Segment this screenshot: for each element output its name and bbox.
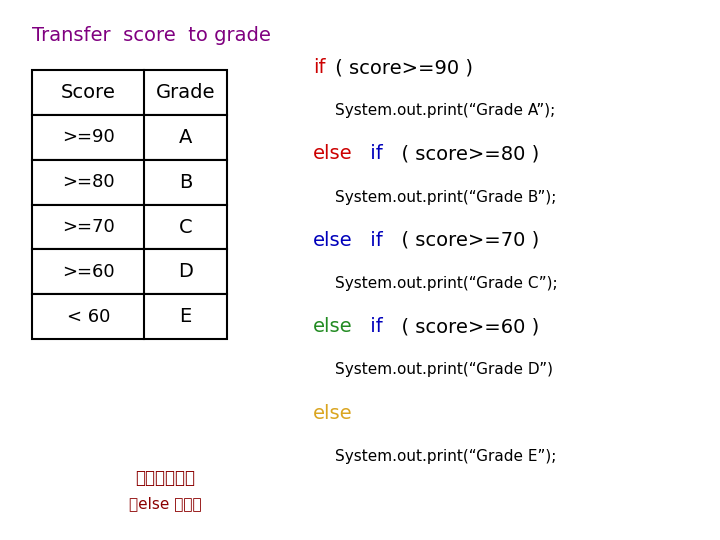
- Text: >=60: >=60: [62, 263, 114, 281]
- Text: Score: Score: [60, 83, 116, 102]
- Text: B: B: [179, 173, 192, 192]
- Text: ( score>=80 ): ( score>=80 ): [389, 144, 539, 164]
- Bar: [32, 160, 227, 205]
- Text: System.out.print(“Grade D”): System.out.print(“Grade D”): [335, 362, 553, 377]
- Bar: [32, 205, 227, 249]
- Text: 將else 前移。: 將else 前移。: [130, 496, 202, 511]
- Bar: [32, 115, 227, 160]
- Text: else: else: [313, 231, 353, 250]
- Text: System.out.print(“Grade C”);: System.out.print(“Grade C”);: [335, 276, 557, 291]
- Bar: [32, 70, 227, 115]
- Text: ( score>=60 ): ( score>=60 ): [389, 317, 539, 336]
- Text: 程式碼對齊：: 程式碼對齊：: [135, 469, 196, 487]
- Text: else: else: [313, 317, 353, 336]
- Text: C: C: [179, 218, 192, 237]
- Text: >=80: >=80: [62, 173, 114, 191]
- Text: if: if: [364, 317, 383, 336]
- Text: < 60: < 60: [66, 308, 110, 326]
- Text: System.out.print(“Grade A”);: System.out.print(“Grade A”);: [335, 103, 555, 118]
- Text: Grade: Grade: [156, 83, 215, 102]
- Text: ( score>=70 ): ( score>=70 ): [389, 231, 539, 250]
- Text: System.out.print(“Grade E”);: System.out.print(“Grade E”);: [335, 449, 556, 464]
- Text: D: D: [178, 262, 193, 281]
- Text: if: if: [364, 231, 383, 250]
- Text: A: A: [179, 128, 192, 147]
- Text: else: else: [313, 144, 353, 164]
- Text: ( score>=90 ): ( score>=90 ): [329, 58, 473, 77]
- Text: >=90: >=90: [62, 129, 114, 146]
- Text: System.out.print(“Grade B”);: System.out.print(“Grade B”);: [335, 190, 556, 205]
- Text: if: if: [364, 144, 383, 164]
- Bar: [32, 294, 227, 339]
- Text: E: E: [179, 307, 192, 326]
- Text: else: else: [313, 403, 353, 423]
- Text: >=70: >=70: [62, 218, 114, 236]
- Text: if: if: [313, 58, 325, 77]
- Bar: [32, 249, 227, 294]
- Text: Transfer  score  to grade: Transfer score to grade: [32, 25, 271, 45]
